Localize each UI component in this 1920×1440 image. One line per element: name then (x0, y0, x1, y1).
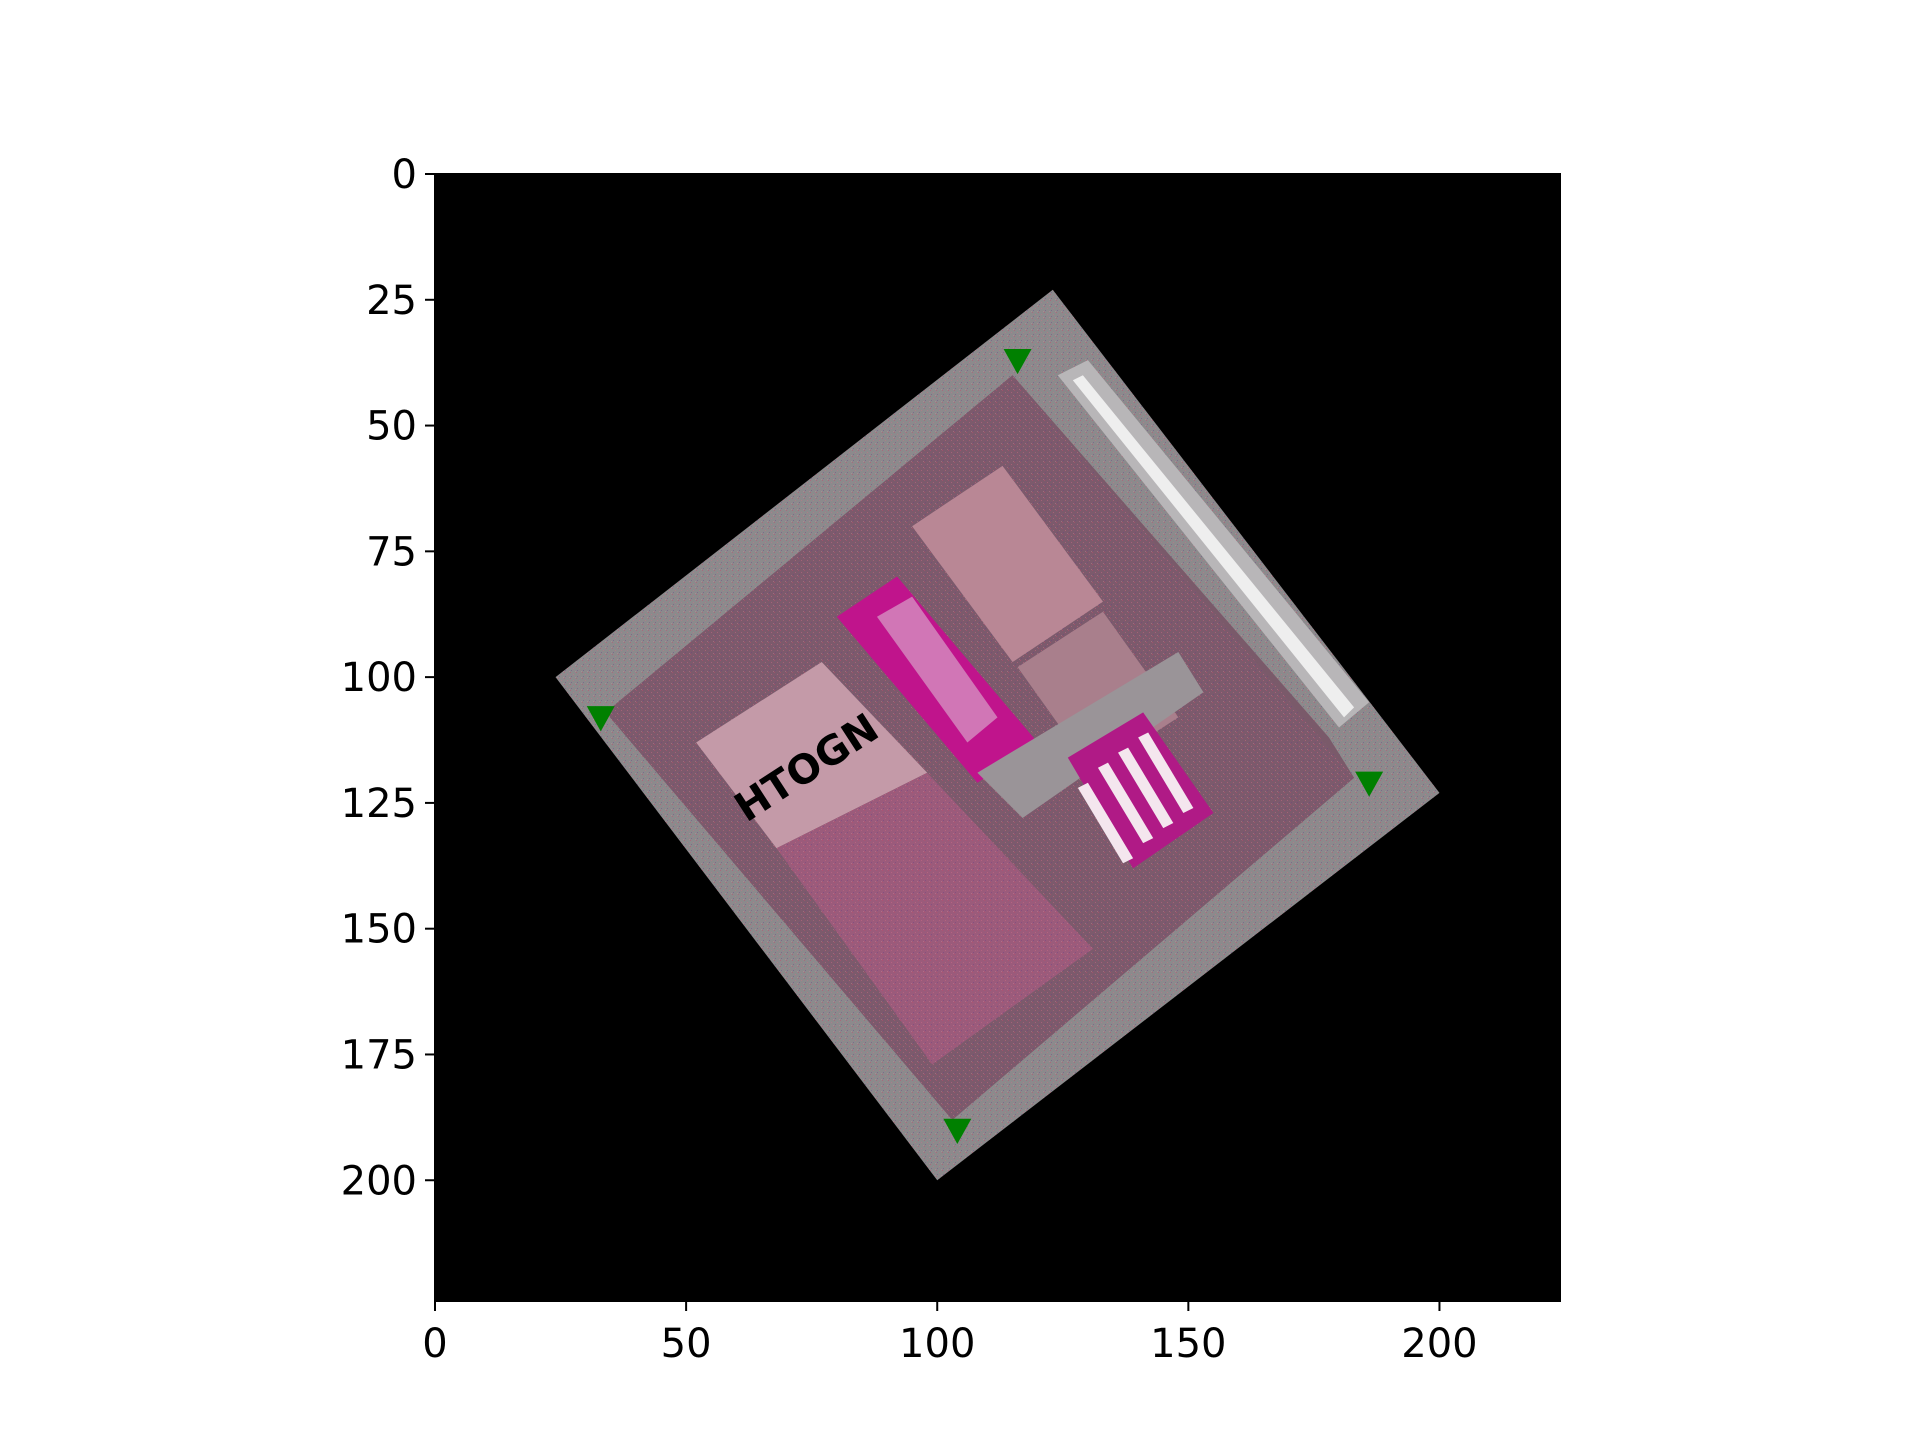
axes-area: HTOGN (435, 174, 1560, 1301)
carton-label (696, 662, 928, 849)
keypoint-marker (1003, 348, 1032, 375)
y-tick-label: 75 (366, 529, 417, 575)
y-tick-label: 25 (366, 278, 417, 324)
y-tick-label: 150 (341, 907, 417, 953)
y-tick-label: 0 (392, 152, 417, 198)
x-tick-label: 200 (1401, 1321, 1477, 1367)
tube-3 (1118, 747, 1174, 829)
carton-top (912, 465, 1103, 663)
y-tick-label: 100 (341, 655, 417, 701)
x-tick-label: 150 (1150, 1321, 1226, 1367)
box-rail-highlight (1072, 375, 1355, 718)
silver-item (977, 651, 1204, 818)
y-tick-label: 50 (366, 404, 417, 450)
magenta-bag-shine (876, 596, 998, 743)
keypoint-markers (586, 348, 1384, 1144)
y-axis: 0 25 50 75 100 125 150 175 200 (341, 152, 435, 1204)
axes-frame (434, 173, 1561, 1302)
x-tick-label: 50 (661, 1321, 712, 1367)
carton-large-noise (776, 772, 1093, 1065)
x-axis: 0 50 100 150 200 (422, 1301, 1478, 1367)
y-tick-label: 200 (341, 1158, 417, 1204)
y-tick-label: 125 (341, 781, 417, 827)
x-tick-label: 100 (899, 1321, 975, 1367)
tube-2 (1097, 762, 1154, 844)
tube-1 (1077, 782, 1134, 864)
keypoint-marker (1355, 771, 1384, 797)
y-tick-label: 175 (341, 1032, 417, 1078)
box-photo: HTOGN (555, 289, 1440, 1181)
x-tick-label: 0 (422, 1321, 447, 1367)
keypoint-marker (943, 1118, 972, 1144)
keypoint-marker (586, 706, 615, 732)
tube-pack (1067, 712, 1214, 869)
tube-4 (1138, 732, 1194, 813)
